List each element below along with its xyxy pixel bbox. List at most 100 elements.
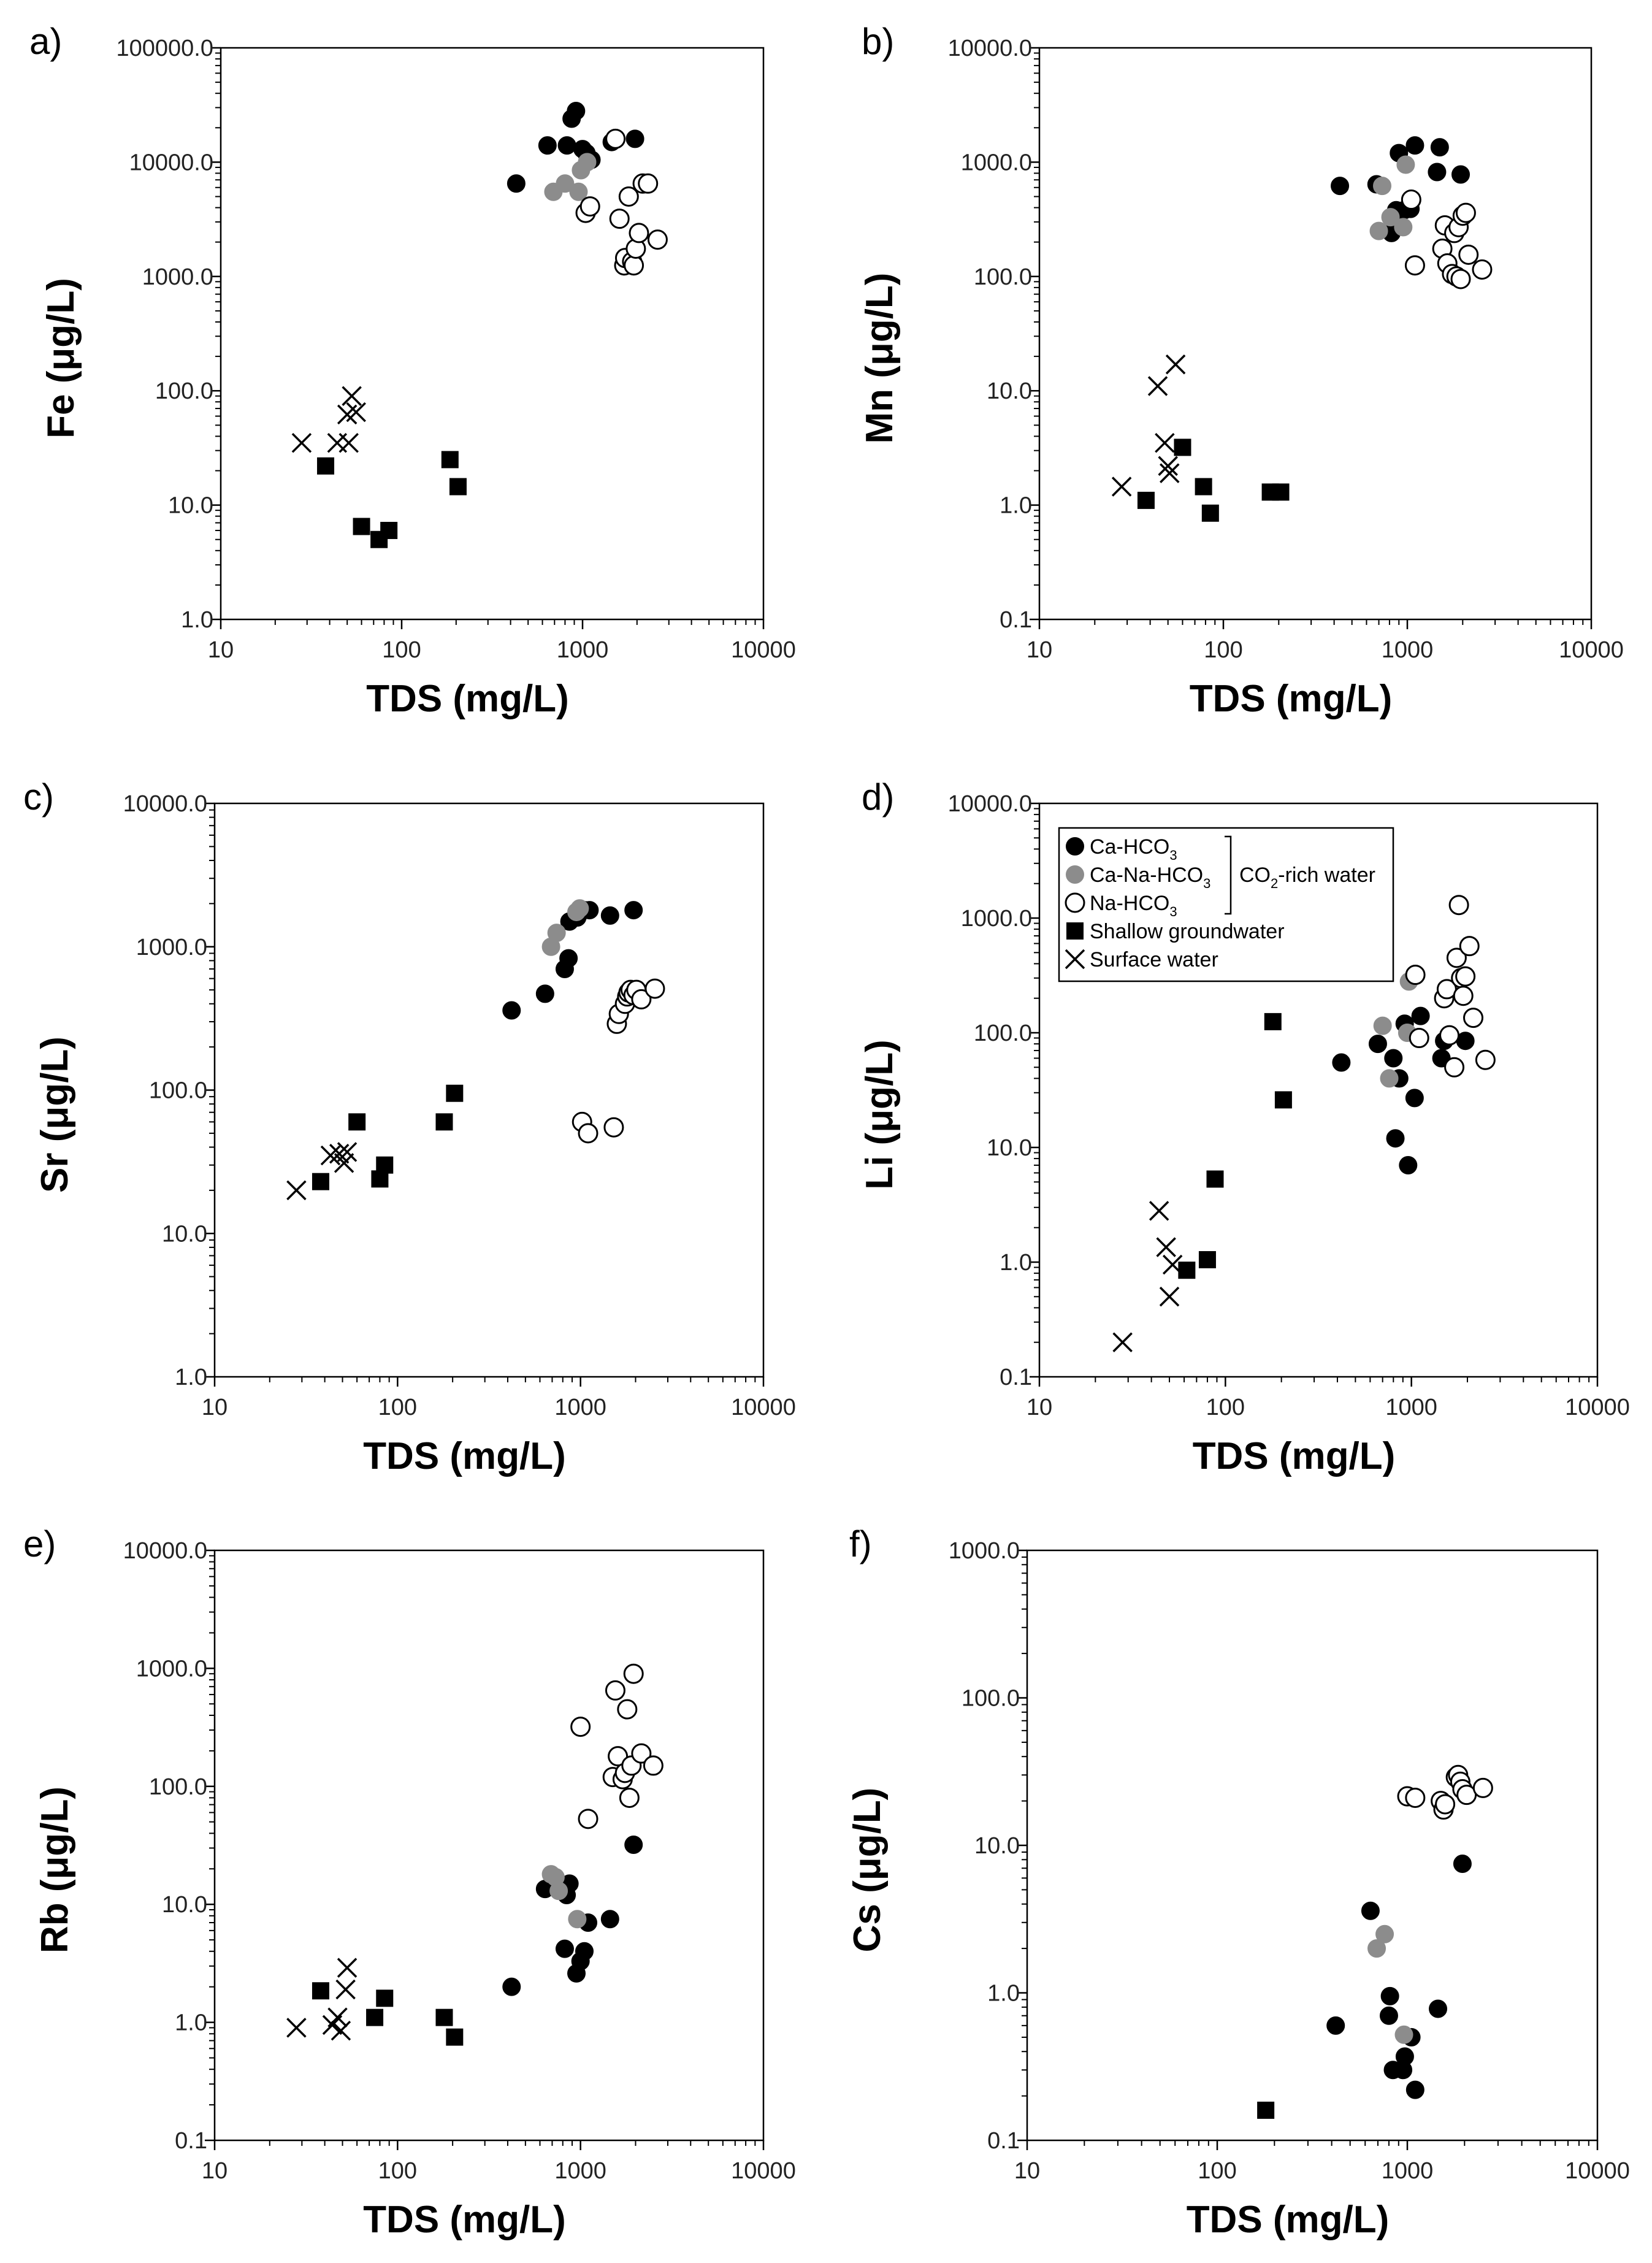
panel-label: a): [29, 21, 62, 62]
y-tick-label: 100000.0: [117, 36, 214, 61]
data-point-na-hco3: [617, 1699, 638, 1720]
data-point-ca-hco3: [625, 129, 644, 148]
data-point-na-hco3: [1455, 202, 1476, 223]
data-point-ca-na-hco3: [1381, 208, 1400, 227]
data-point-ca-na-hco3: [569, 182, 588, 201]
legend-marker-na-hco3: [1065, 892, 1085, 913]
data-point-shallow-groundwater: [1195, 478, 1212, 496]
legend-marker-shallow-groundwater: [1066, 922, 1084, 940]
x-tick-label: 1000: [554, 2158, 606, 2184]
series-surface-water: [1111, 354, 1186, 497]
data-point-na-hco3: [631, 1743, 652, 1764]
data-point-ca-hco3: [1395, 2047, 1414, 2066]
panel-label: d): [862, 776, 894, 818]
data-point-surface-water: [1149, 1201, 1169, 1221]
y-axis-label: Li (μg/L): [859, 1040, 901, 1190]
data-point-surface-water: [1165, 354, 1186, 375]
series-surface-water: [286, 1142, 358, 1201]
data-point-na-hco3: [1463, 1008, 1484, 1028]
data-point-surface-water: [286, 2018, 307, 2038]
series-ca-hco3: [507, 102, 644, 193]
data-point-ca-na-hco3: [1367, 1939, 1386, 1958]
x-tick-label: 1000: [1382, 2158, 1434, 2184]
y-tick-label: 10.0: [162, 1221, 207, 1247]
data-point-ca-hco3: [507, 174, 526, 193]
data-point-ca-hco3: [1380, 1986, 1399, 2005]
data-point-ca-hco3: [1332, 1053, 1351, 1072]
data-point-ca-hco3: [567, 102, 586, 121]
data-point-ca-na-hco3: [1373, 1016, 1392, 1035]
x-tick-label: 10: [1014, 2158, 1040, 2184]
data-point-ca-na-hco3: [568, 1910, 587, 1929]
data-point-na-hco3: [1453, 986, 1474, 1006]
plot-frame: [220, 47, 765, 621]
series-ca-hco3: [1331, 136, 1470, 242]
series-na-hco3: [570, 1663, 663, 1829]
data-point-ca-hco3: [1430, 138, 1449, 157]
series-shallow-groundwater: [312, 1084, 464, 1190]
data-point-na-hco3: [1472, 259, 1493, 280]
series-shallow-groundwater: [1178, 1013, 1292, 1279]
legend-label: Na-HCO3: [1090, 892, 1177, 919]
data-point-surface-water: [342, 386, 362, 406]
y-tick-label: 10.0: [974, 1833, 1020, 1859]
plot-frame: [213, 802, 765, 1378]
plot-frame: [213, 1549, 765, 2142]
data-point-na-hco3: [644, 978, 665, 999]
data-point-shallow-groundwater: [435, 2008, 453, 2026]
series-na-hco3: [575, 128, 668, 276]
data-point-na-hco3: [1401, 190, 1421, 210]
data-point-shallow-groundwater: [441, 451, 459, 469]
y-tick-label: 0.1: [987, 2128, 1020, 2154]
data-point-surface-water: [320, 1145, 341, 1166]
y-tick-label: 1000.0: [961, 150, 1032, 175]
data-point-ca-hco3: [575, 1942, 594, 1961]
y-tick-label: 1.0: [1000, 1250, 1032, 1276]
data-point-na-hco3: [1435, 1794, 1456, 1815]
panel-label: f): [849, 1523, 872, 1564]
y-tick-label: 100.0: [149, 1774, 207, 1800]
legend-label: Surface water: [1090, 948, 1218, 971]
data-point-ca-hco3: [600, 1910, 619, 1929]
x-tick-label: 10000: [731, 637, 796, 663]
x-tick-label: 1000: [1382, 637, 1434, 663]
data-point-ca-na-hco3: [570, 899, 589, 918]
series-ca-na-hco3: [1367, 1924, 1413, 2044]
legend-group-label: CO2-rich water: [1239, 863, 1375, 891]
data-point-surface-water: [1156, 1237, 1176, 1257]
y-tick-label: 10.0: [162, 1892, 207, 1918]
chart-panel-f: 10 100 1000 10000 0.1 1.0 10.0 100.0 1000.0 f) TDS…: [846, 1523, 1630, 2241]
series-surface-water: [286, 1958, 358, 2041]
data-point-na-hco3: [1439, 1025, 1460, 1046]
data-point-ca-na-hco3: [549, 1882, 568, 1901]
y-tick-label: 1000.0: [961, 906, 1032, 932]
data-point-ca-hco3: [502, 1001, 521, 1020]
data-point-na-hco3: [1404, 255, 1425, 276]
data-point-ca-hco3: [1453, 1855, 1472, 1874]
series-ca-na-hco3: [541, 1865, 587, 1929]
data-point-ca-na-hco3: [547, 924, 566, 943]
x-axis-label: TDS (mg/L): [1190, 678, 1393, 720]
data-point-shallow-groundwater: [312, 1173, 329, 1190]
x-tick-label: 100: [378, 1395, 417, 1420]
y-tick-label: 0.1: [1000, 607, 1032, 633]
y-tick-label: 1000.0: [949, 1538, 1020, 1564]
data-point-surface-water: [329, 1143, 350, 1164]
series-shallow-groundwater: [312, 1982, 464, 2046]
data-point-ca-hco3: [1386, 1129, 1405, 1148]
y-tick-label: 1.0: [987, 1981, 1020, 2007]
series-ca-hco3: [1326, 1855, 1472, 2099]
data-point-na-hco3: [638, 173, 659, 194]
data-point-shallow-groundwater: [312, 1982, 329, 2000]
legend-label: Ca-HCO3: [1090, 835, 1177, 863]
y-tick-label: 0.1: [175, 2128, 207, 2154]
y-tick-label: 1.0: [1000, 493, 1032, 519]
data-point-shallow-groundwater: [376, 1989, 394, 2007]
data-point-shallow-groundwater: [1206, 1170, 1224, 1188]
x-axis-label: TDS (mg/L): [1187, 2199, 1390, 2241]
data-point-shallow-groundwater: [1137, 491, 1155, 509]
data-point-surface-water: [331, 2020, 351, 2041]
data-point-surface-water: [1147, 376, 1168, 396]
series-surface-water: [1112, 1201, 1183, 1352]
